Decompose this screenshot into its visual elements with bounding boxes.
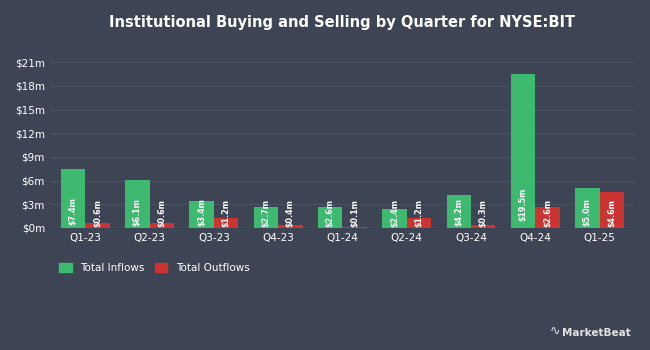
Text: $5.0m: $5.0m: [583, 198, 592, 226]
Bar: [511, 74, 536, 228]
Bar: [125, 180, 150, 228]
Bar: [85, 223, 110, 228]
Text: MarketBeat: MarketBeat: [562, 328, 630, 338]
Text: $2.7m: $2.7m: [261, 198, 270, 226]
Bar: [318, 207, 343, 228]
Bar: [447, 195, 471, 228]
Text: $2.4m: $2.4m: [390, 199, 399, 227]
Text: $1.2m: $1.2m: [222, 199, 231, 228]
Bar: [343, 227, 367, 228]
Bar: [600, 191, 624, 228]
Text: $1.2m: $1.2m: [415, 199, 423, 228]
Bar: [214, 218, 239, 228]
Text: $2.6m: $2.6m: [543, 199, 552, 228]
Text: $0.4m: $0.4m: [286, 199, 295, 228]
Text: $2.6m: $2.6m: [326, 199, 335, 227]
Bar: [61, 169, 85, 228]
Bar: [254, 206, 278, 228]
Text: $0.6m: $0.6m: [157, 199, 166, 228]
Legend: Total Inflows, Total Outflows: Total Inflows, Total Outflows: [55, 259, 254, 277]
Bar: [189, 201, 214, 228]
Text: $0.1m: $0.1m: [350, 199, 359, 228]
Text: $4.6m: $4.6m: [607, 199, 616, 228]
Bar: [278, 225, 302, 228]
Bar: [536, 207, 560, 228]
Text: $4.2m: $4.2m: [454, 198, 463, 226]
Bar: [575, 188, 600, 228]
Text: $19.5m: $19.5m: [519, 188, 528, 221]
Bar: [407, 218, 431, 228]
Text: ∿: ∿: [549, 325, 560, 338]
Bar: [150, 223, 174, 228]
Text: $7.4m: $7.4m: [68, 197, 77, 225]
Bar: [471, 225, 495, 228]
Text: $6.1m: $6.1m: [133, 198, 142, 225]
Text: $0.3m: $0.3m: [479, 199, 488, 228]
Title: Institutional Buying and Selling by Quarter for NYSE:BIT: Institutional Buying and Selling by Quar…: [109, 15, 575, 30]
Text: $3.4m: $3.4m: [197, 198, 206, 226]
Text: $0.6m: $0.6m: [93, 199, 102, 228]
Bar: [382, 209, 407, 228]
